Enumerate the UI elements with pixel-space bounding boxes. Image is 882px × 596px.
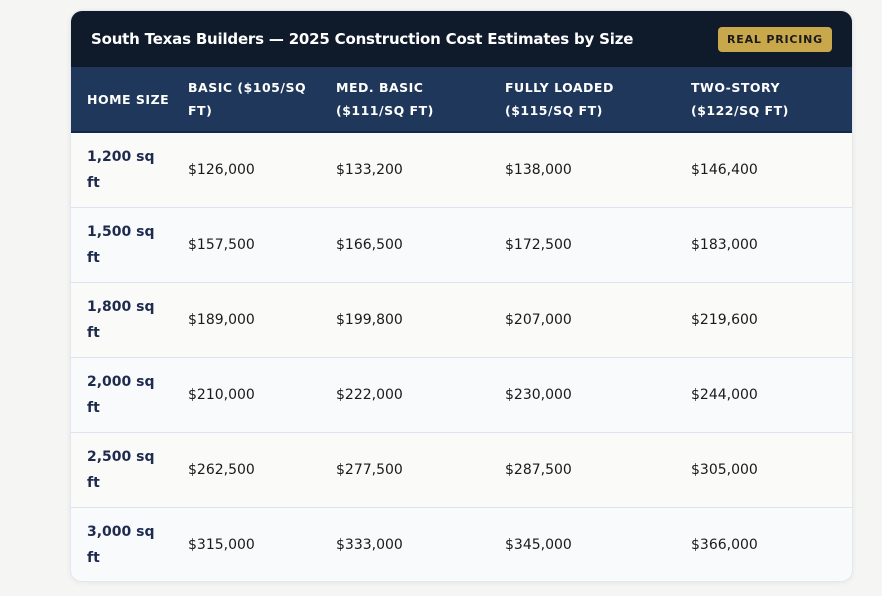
table-row: 1,500 sq ft $157,500 $166,500 $172,500 $… <box>71 207 852 282</box>
header-med-basic: MED. BASIC ($111/SQ FT) <box>336 80 434 118</box>
fully-loaded-price-cell: $172,500 <box>505 236 572 253</box>
two-story-price-cell: $219,600 <box>691 311 758 328</box>
two-story-price-cell: $183,000 <box>691 236 758 253</box>
table-row: 2,500 sq ft $262,500 $277,500 $287,500 $… <box>71 432 852 507</box>
home-size-cell: 1,200 sq ft <box>87 148 155 191</box>
card-title: South Texas Builders — 2025 Construction… <box>91 30 634 48</box>
fully-loaded-price-cell: $230,000 <box>505 386 572 403</box>
basic-price-cell: $157,500 <box>188 236 255 253</box>
header-two-story: TWO-STORY ($122/SQ FT) <box>691 80 789 118</box>
basic-price-cell: $189,000 <box>188 311 255 328</box>
table-row: 1,800 sq ft $189,000 $199,800 $207,000 $… <box>71 282 852 357</box>
header-fully-loaded: FULLY LOADED ($115/SQ FT) <box>505 80 614 118</box>
table-row: 1,200 sq ft $126,000 $133,200 $138,000 $… <box>71 132 852 207</box>
cost-table: HOME SIZE BASIC ($105/SQ FT) MED. BASIC … <box>71 67 852 581</box>
two-story-price-cell: $244,000 <box>691 386 758 403</box>
table-header: HOME SIZE BASIC ($105/SQ FT) MED. BASIC … <box>71 67 852 132</box>
fully-loaded-price-cell: $287,500 <box>505 461 572 478</box>
table-row: 2,000 sq ft $210,000 $222,000 $230,000 $… <box>71 357 852 432</box>
fully-loaded-price-cell: $207,000 <box>505 311 572 328</box>
two-story-price-cell: $305,000 <box>691 461 758 478</box>
basic-price-cell: $126,000 <box>188 161 255 178</box>
fully-loaded-price-cell: $138,000 <box>505 161 572 178</box>
med-basic-price-cell: $166,500 <box>336 236 403 253</box>
home-size-cell: 3,000 sq ft <box>87 523 155 566</box>
table-row: 3,000 sq ft $315,000 $333,000 $345,000 $… <box>71 507 852 581</box>
header-row: HOME SIZE BASIC ($105/SQ FT) MED. BASIC … <box>71 67 852 132</box>
basic-price-cell: $210,000 <box>188 386 255 403</box>
home-size-cell: 2,500 sq ft <box>87 448 155 491</box>
cost-estimate-card: South Texas Builders — 2025 Construction… <box>70 10 853 582</box>
med-basic-price-cell: $199,800 <box>336 311 403 328</box>
basic-price-cell: $262,500 <box>188 461 255 478</box>
fully-loaded-price-cell: $345,000 <box>505 536 572 553</box>
two-story-price-cell: $146,400 <box>691 161 758 178</box>
med-basic-price-cell: $277,500 <box>336 461 403 478</box>
med-basic-price-cell: $222,000 <box>336 386 403 403</box>
med-basic-price-cell: $133,200 <box>336 161 403 178</box>
home-size-cell: 1,500 sq ft <box>87 223 155 266</box>
header-basic: BASIC ($105/SQ FT) <box>188 80 307 118</box>
header-home-size: HOME SIZE <box>87 91 170 107</box>
real-pricing-badge: REAL PRICING <box>718 26 832 52</box>
card-title-bar: South Texas Builders — 2025 Construction… <box>71 11 852 67</box>
two-story-price-cell: $366,000 <box>691 536 758 553</box>
table-body: 1,200 sq ft $126,000 $133,200 $138,000 $… <box>71 132 852 581</box>
home-size-cell: 2,000 sq ft <box>87 373 155 416</box>
home-size-cell: 1,800 sq ft <box>87 298 155 341</box>
basic-price-cell: $315,000 <box>188 536 255 553</box>
med-basic-price-cell: $333,000 <box>336 536 403 553</box>
